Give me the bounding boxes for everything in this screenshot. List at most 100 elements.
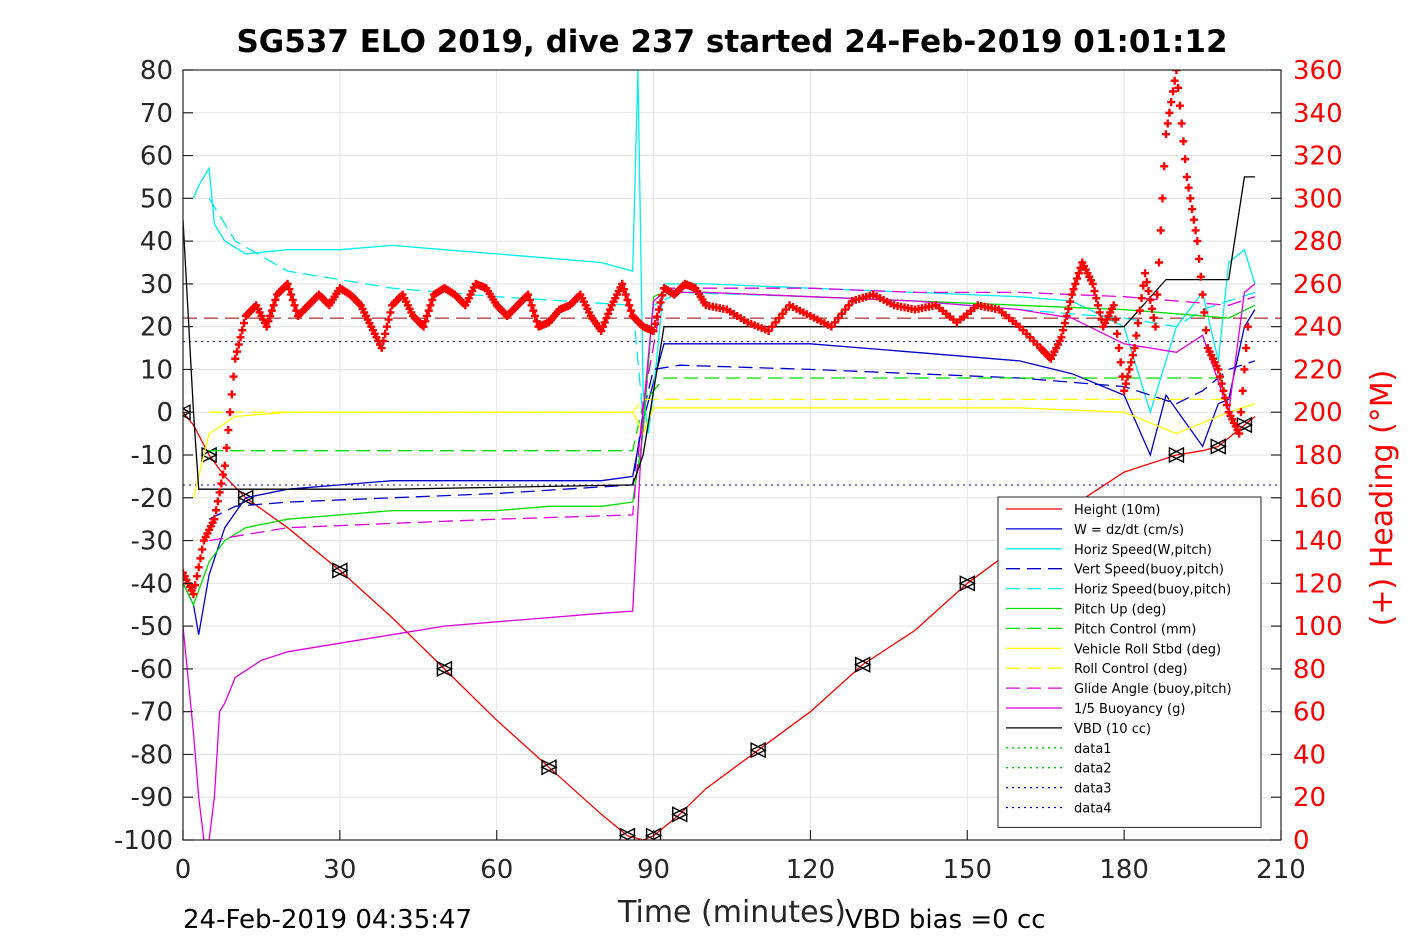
heading-marker <box>1151 322 1160 331</box>
heading-marker <box>1242 344 1251 353</box>
series-line <box>208 197 1256 417</box>
heading-marker <box>768 322 777 331</box>
heading-marker <box>599 322 608 331</box>
x-tick-label: 30 <box>323 855 356 885</box>
heading-marker <box>606 305 614 314</box>
heading-marker <box>764 326 773 335</box>
y2-tick-label: 20 <box>1293 783 1326 813</box>
y2-tick-label: 140 <box>1293 527 1343 557</box>
heading-marker <box>217 479 226 488</box>
heading-marker <box>379 336 388 345</box>
heading-marker <box>618 279 627 288</box>
heading-marker <box>424 306 433 315</box>
heading-marker <box>423 311 431 320</box>
series-line <box>208 360 1256 520</box>
heading-marker <box>653 312 662 321</box>
heading-marker <box>1064 304 1073 313</box>
heading-marker <box>1113 329 1122 338</box>
heading-marker <box>625 301 634 310</box>
x-tick-label: 60 <box>480 855 513 885</box>
y-tick-label: 80 <box>140 56 173 86</box>
y-tick-label: -40 <box>131 569 173 599</box>
heading-marker <box>224 426 233 435</box>
heading-marker <box>1240 365 1249 374</box>
heading-marker <box>1057 333 1066 342</box>
x-tick-label: 210 <box>1256 855 1306 885</box>
legend-entry: data4 <box>1074 802 1112 817</box>
heading-marker <box>1195 254 1204 263</box>
heading-marker <box>1163 119 1172 128</box>
legend: Height (10m) W = dz/dt (cm/s) Horiz Speed(… <box>997 496 1262 828</box>
heading-marker <box>271 295 280 304</box>
y-tick-label: -30 <box>131 527 173 557</box>
series-line <box>208 287 1256 542</box>
heading-marker <box>240 319 248 328</box>
heading-marker <box>1060 319 1069 328</box>
heading-marker <box>428 295 437 304</box>
heading-marker <box>1125 365 1134 374</box>
y2-tick-label: 100 <box>1293 612 1343 642</box>
heading-marker <box>1132 331 1141 340</box>
y2-tick-label: 260 <box>1293 270 1343 300</box>
heading-marker <box>1148 304 1157 313</box>
y-tick-label: 0 <box>156 398 173 428</box>
y-tick-label: -60 <box>131 655 173 685</box>
heading-marker <box>1130 344 1139 353</box>
heading-marker <box>213 497 222 506</box>
heading-marker <box>1062 311 1071 320</box>
heading-marker <box>196 554 205 563</box>
heading-marker <box>1114 344 1123 353</box>
heading-marker <box>844 301 853 310</box>
legend-entry: Glide Angle (buoy,pitch) <box>1074 682 1232 697</box>
heading-marker <box>834 314 843 323</box>
heading-marker <box>602 314 611 323</box>
heading-marker <box>527 301 536 310</box>
heading-marker <box>1165 108 1174 117</box>
y-tick-label: -20 <box>131 484 173 514</box>
height-marker <box>435 660 453 678</box>
heading-marker <box>194 563 203 572</box>
heading-marker <box>1158 194 1167 203</box>
heading-marker <box>1216 372 1224 381</box>
heading-marker <box>426 301 435 310</box>
heading-marker <box>1069 285 1078 294</box>
heading-marker <box>288 295 297 304</box>
heading-marker <box>1153 290 1162 299</box>
y2-tick-label: 320 <box>1293 142 1343 172</box>
heading-marker <box>1170 76 1179 85</box>
heading-marker <box>192 572 201 581</box>
height-marker <box>200 446 217 464</box>
heading-marker <box>1202 326 1211 335</box>
heading-marker <box>1167 98 1176 107</box>
series-layer <box>183 70 1256 840</box>
heading-marker <box>419 322 428 331</box>
height-marker <box>671 806 688 823</box>
heading-marker <box>377 344 386 353</box>
heading-marker <box>524 290 533 299</box>
x-tick-label: 90 <box>637 855 670 885</box>
legend-entry: VBD (10 cc) <box>1074 722 1151 737</box>
x-axis-label: Time (minutes) <box>617 895 846 930</box>
heading-marker <box>1066 297 1075 306</box>
heading-marker <box>215 488 224 497</box>
y2-tick-label: 60 <box>1293 698 1326 728</box>
heading-marker <box>1149 313 1158 322</box>
y-tick-label: -50 <box>131 612 173 642</box>
heading-marker <box>234 340 243 349</box>
heading-marker <box>210 515 219 524</box>
heading-marker <box>1168 87 1177 96</box>
heading-marker <box>238 326 247 335</box>
heading-marker <box>222 443 231 452</box>
heading-marker <box>1134 319 1143 328</box>
heading-marker <box>381 329 390 338</box>
heading-marker <box>1191 226 1200 235</box>
y2-tick-label: 360 <box>1293 56 1343 86</box>
heading-marker <box>1120 386 1129 395</box>
legend-entry: Vert Speed(buoy,pitch) <box>1074 563 1224 578</box>
heading-marker <box>626 306 635 315</box>
heading-marker <box>1161 130 1170 139</box>
heading-marker <box>290 301 299 310</box>
y2-tick-label: 0 <box>1293 826 1310 856</box>
heading-marker <box>654 305 663 314</box>
left-axis-ticks: 80 70 60 50 40 30 20 10 0 -10 -20 -30 -40 -50 -60 -70 -8… <box>114 56 193 856</box>
